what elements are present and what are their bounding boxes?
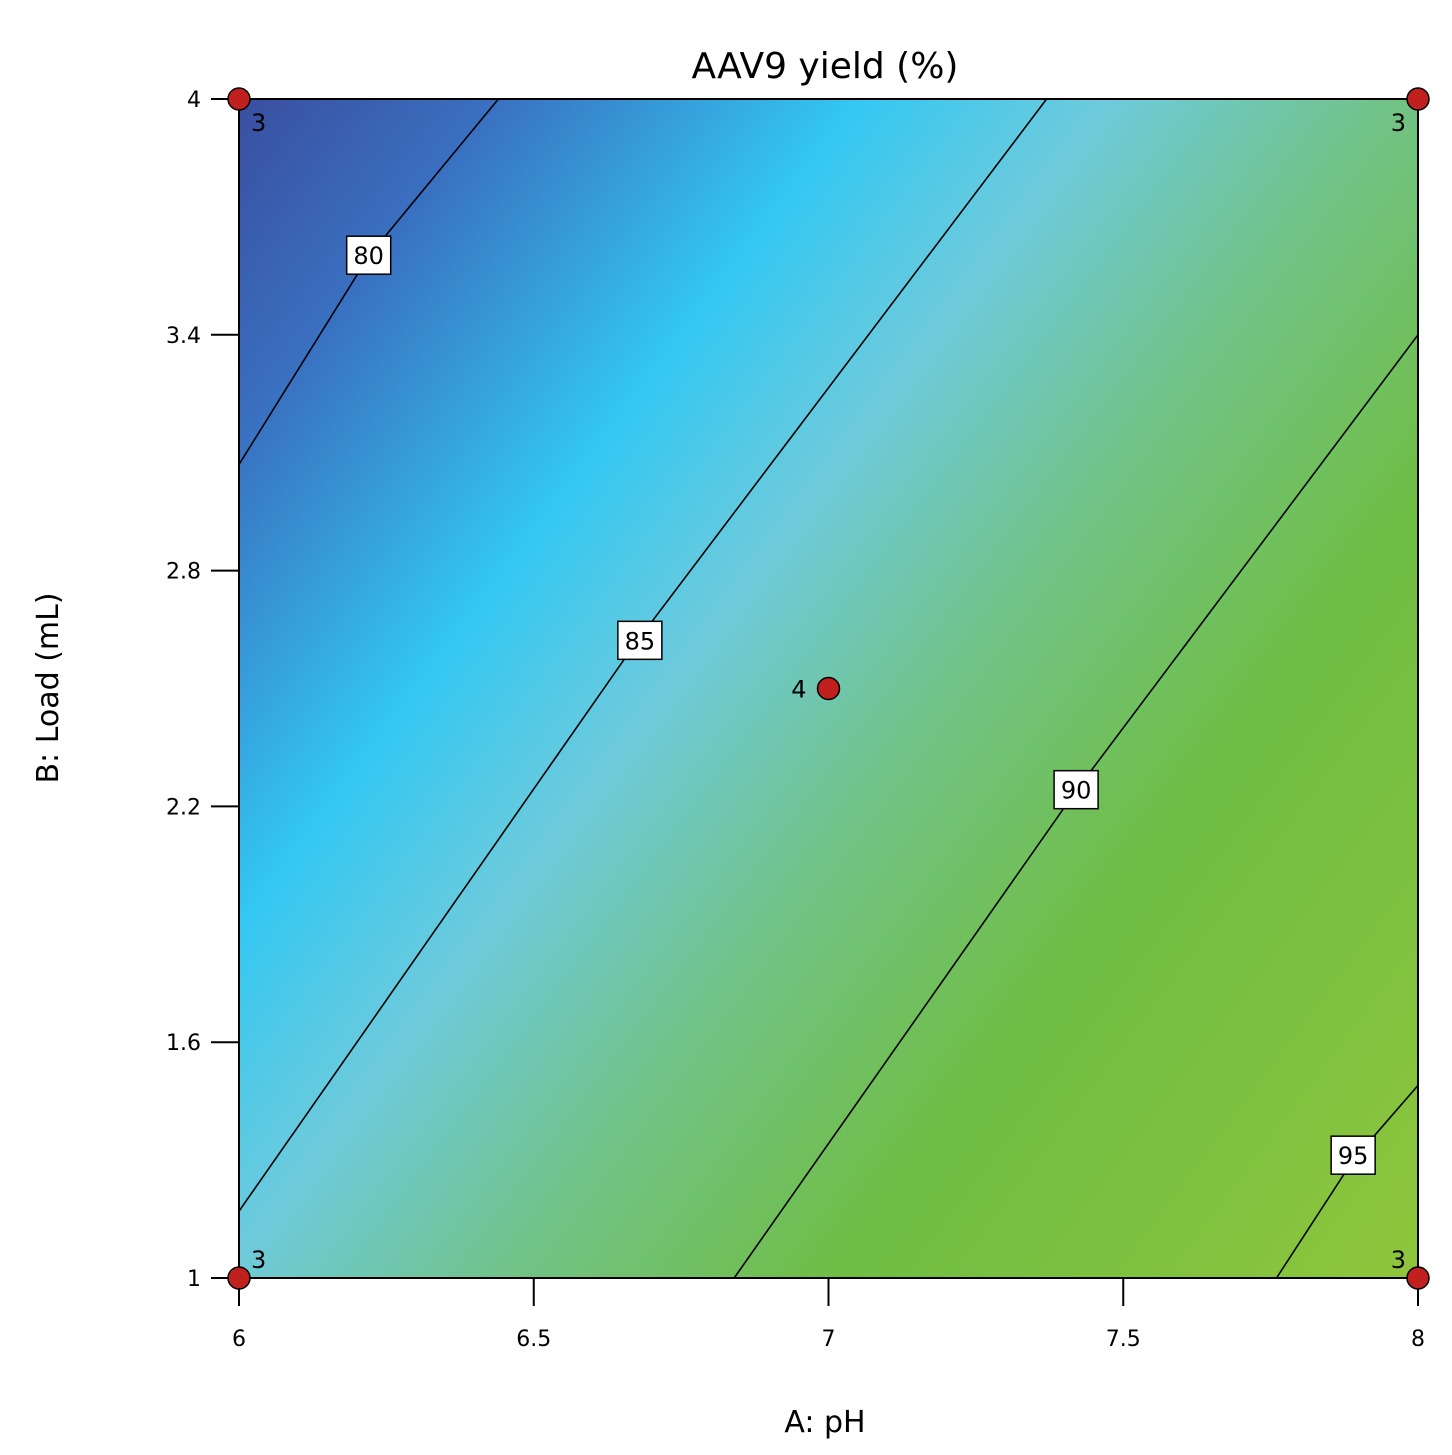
design-point: 4 <box>791 676 841 704</box>
design-point: 3 <box>1391 87 1430 137</box>
design-point-count: 3 <box>1391 109 1406 137</box>
y-tick-label: 2.2 <box>166 795 201 820</box>
chart-title: AAV9 yield (%) <box>692 46 959 87</box>
y-tick-label: 1 <box>187 1267 201 1292</box>
x-axis: 6 6.5 7 7.5 8 <box>232 1278 1425 1352</box>
contour-label-80: 80 <box>345 235 392 275</box>
y-tick-label: 1.6 <box>166 1031 201 1056</box>
contour-label-text: 90 <box>1061 777 1092 805</box>
design-point-count: 4 <box>791 676 806 704</box>
design-point-marker <box>1406 1266 1430 1290</box>
y-tick-label: 3.4 <box>166 324 201 349</box>
y-tick-label: 4 <box>187 88 201 113</box>
design-point-marker <box>1406 87 1430 111</box>
design-points: 3 3 4 3 3 <box>227 87 1430 1290</box>
design-point: 3 <box>227 1246 266 1290</box>
design-point-marker <box>227 87 251 111</box>
design-point-count: 3 <box>1391 1246 1406 1274</box>
design-point-marker <box>227 1266 251 1290</box>
x-tick-label: 6.5 <box>516 1327 551 1352</box>
contour-label-85: 85 <box>617 620 663 661</box>
contour-label-text: 85 <box>625 627 656 655</box>
design-point: 3 <box>1391 1246 1430 1290</box>
contour-label-text: 80 <box>353 242 384 270</box>
contour-label-95: 95 <box>1330 1135 1376 1175</box>
design-point-count: 3 <box>251 109 266 137</box>
y-axis-title: B: Load (mL) <box>31 592 66 783</box>
contour-label-90: 90 <box>1053 769 1099 810</box>
x-tick-label: 6 <box>232 1327 246 1352</box>
y-tick-label: 2.8 <box>166 560 201 585</box>
x-tick-label: 7.5 <box>1106 1327 1141 1352</box>
design-point: 3 <box>227 87 266 137</box>
x-tick-label: 8 <box>1411 1327 1425 1352</box>
design-point-count: 3 <box>251 1246 266 1274</box>
x-tick-label: 7 <box>822 1327 836 1352</box>
contour-label-text: 95 <box>1338 1142 1369 1170</box>
design-point-marker <box>816 676 841 701</box>
contour-labels: 80 85 90 95 <box>345 235 1376 1175</box>
y-axis: 1 1.6 2.2 2.8 3.4 4 <box>166 88 239 1292</box>
x-axis-title: A: pH <box>784 1405 865 1440</box>
